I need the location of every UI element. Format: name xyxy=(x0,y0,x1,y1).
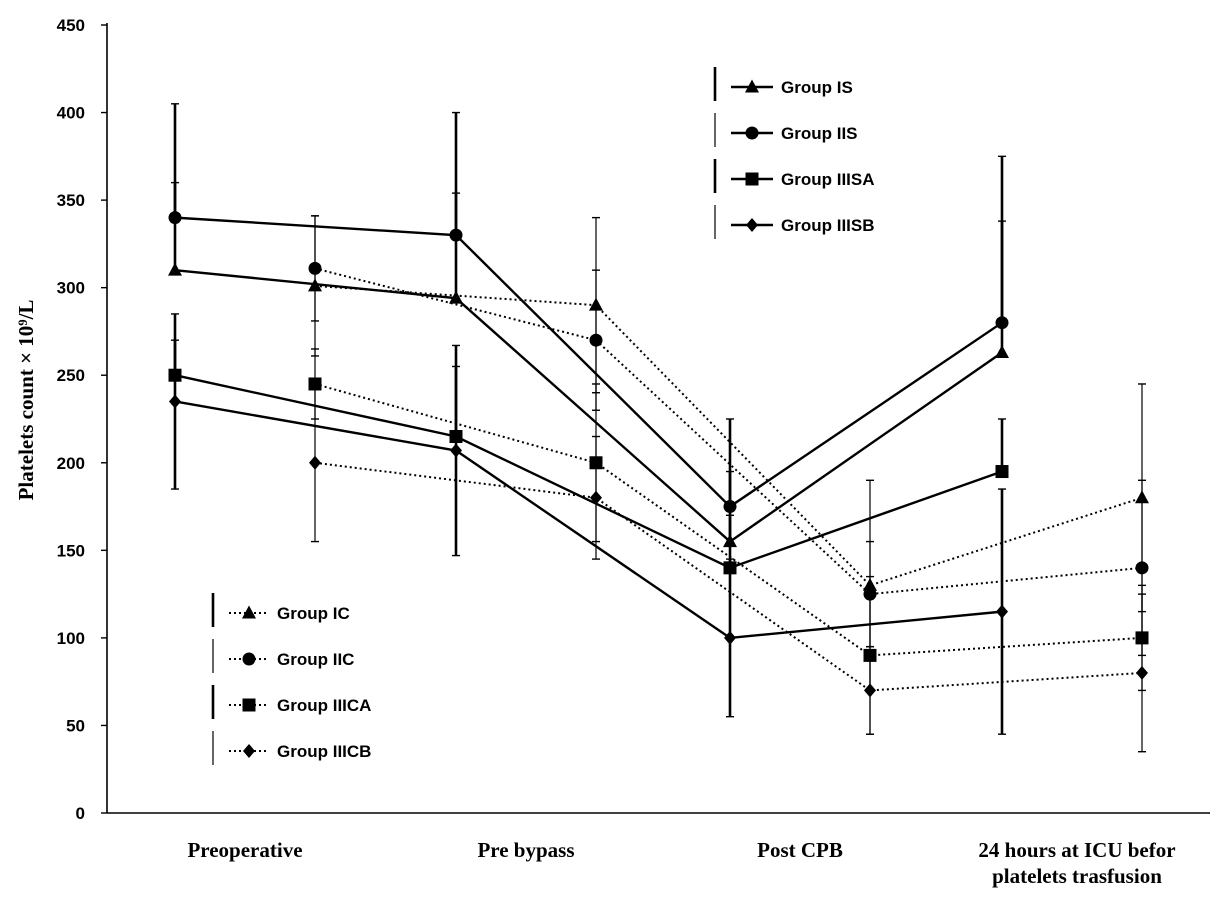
data-point xyxy=(449,430,463,444)
series-line xyxy=(174,216,1003,509)
data-point xyxy=(589,456,603,470)
series-line xyxy=(314,383,1143,657)
y-tick-label: 250 xyxy=(57,366,85,385)
data-point xyxy=(1136,665,1148,680)
y-tick-label: 100 xyxy=(57,629,85,648)
legend-label: Group IC xyxy=(277,604,350,623)
data-point xyxy=(723,561,737,575)
data-point xyxy=(169,394,181,409)
chart-axes: 0 50 100 150 200 250 300 350 400 450 Preoperative P… xyxy=(57,16,1210,888)
data-point xyxy=(1135,490,1149,504)
data-point xyxy=(1135,631,1149,645)
data-point xyxy=(589,297,603,311)
data-point xyxy=(168,211,182,225)
data-point xyxy=(864,683,876,698)
data-point xyxy=(1135,561,1149,575)
x-category-label: 24 hours at ICU befor platelets trasfusio… xyxy=(978,838,1175,888)
legend-label: Group IIICB xyxy=(277,742,371,761)
legend-dotted: Group IC Group IIC Group IIICA Group IIICB xyxy=(211,593,371,765)
data-point xyxy=(995,316,1009,330)
x-category-label: Post CPB xyxy=(757,838,843,862)
data-point xyxy=(995,465,1009,479)
data-point xyxy=(996,604,1008,619)
data-point xyxy=(590,490,602,505)
y-tick-label: 400 xyxy=(57,104,85,123)
data-point xyxy=(863,587,877,601)
legend-marker xyxy=(746,218,758,232)
data-point xyxy=(168,262,182,276)
x-category-label: Pre bypass xyxy=(477,838,574,862)
y-axis-label: Platelets count × 10⁹/L xyxy=(14,300,38,501)
legend-label: Group IIICA xyxy=(277,696,371,715)
data-point xyxy=(589,333,603,347)
data-point xyxy=(724,630,736,645)
data-point xyxy=(309,455,321,470)
y-tick-label: 0 xyxy=(76,804,85,823)
series-markers xyxy=(168,211,1149,698)
data-point xyxy=(308,377,322,391)
legend-label: Group IIC xyxy=(277,650,354,669)
series-line xyxy=(174,400,1003,640)
legend-label: Group IS xyxy=(781,78,853,97)
legend-marker xyxy=(242,698,256,712)
legend-label: Group IIISB xyxy=(781,216,875,235)
data-point xyxy=(723,500,737,514)
series-line xyxy=(314,267,1143,596)
x-category-label-line: platelets trasfusion xyxy=(992,864,1162,888)
series-line xyxy=(174,374,1003,570)
legend-marker xyxy=(243,744,255,758)
legend-marker xyxy=(242,605,256,619)
y-tick-label: 150 xyxy=(57,541,85,560)
legend-label: Group IIS xyxy=(781,124,858,143)
data-point xyxy=(308,261,322,275)
data-point xyxy=(449,228,463,242)
legend-marker xyxy=(745,126,759,140)
y-tick-label: 50 xyxy=(66,716,85,735)
legend-solid: Group IS Group IIS Group IIISA Group IIISB xyxy=(713,67,875,239)
data-point xyxy=(863,577,877,591)
legend-marker xyxy=(745,79,759,93)
data-point xyxy=(995,344,1009,358)
y-tick-label: 350 xyxy=(57,191,85,210)
data-point xyxy=(449,290,463,304)
legend-label: Group IIISA xyxy=(781,170,875,189)
y-tick-label: 300 xyxy=(57,279,85,298)
series-line xyxy=(314,461,1143,692)
y-tick-label: 200 xyxy=(57,454,85,473)
data-point xyxy=(168,368,182,382)
legend-marker xyxy=(242,652,256,666)
legend-marker xyxy=(745,172,759,186)
x-category-label-line: 24 hours at ICU befor xyxy=(978,838,1175,862)
data-point xyxy=(308,278,322,292)
data-point xyxy=(863,648,877,662)
data-point xyxy=(450,443,462,458)
y-tick-label: 450 xyxy=(57,16,85,35)
x-category-label: Preoperative xyxy=(187,838,302,862)
data-point xyxy=(723,534,737,548)
